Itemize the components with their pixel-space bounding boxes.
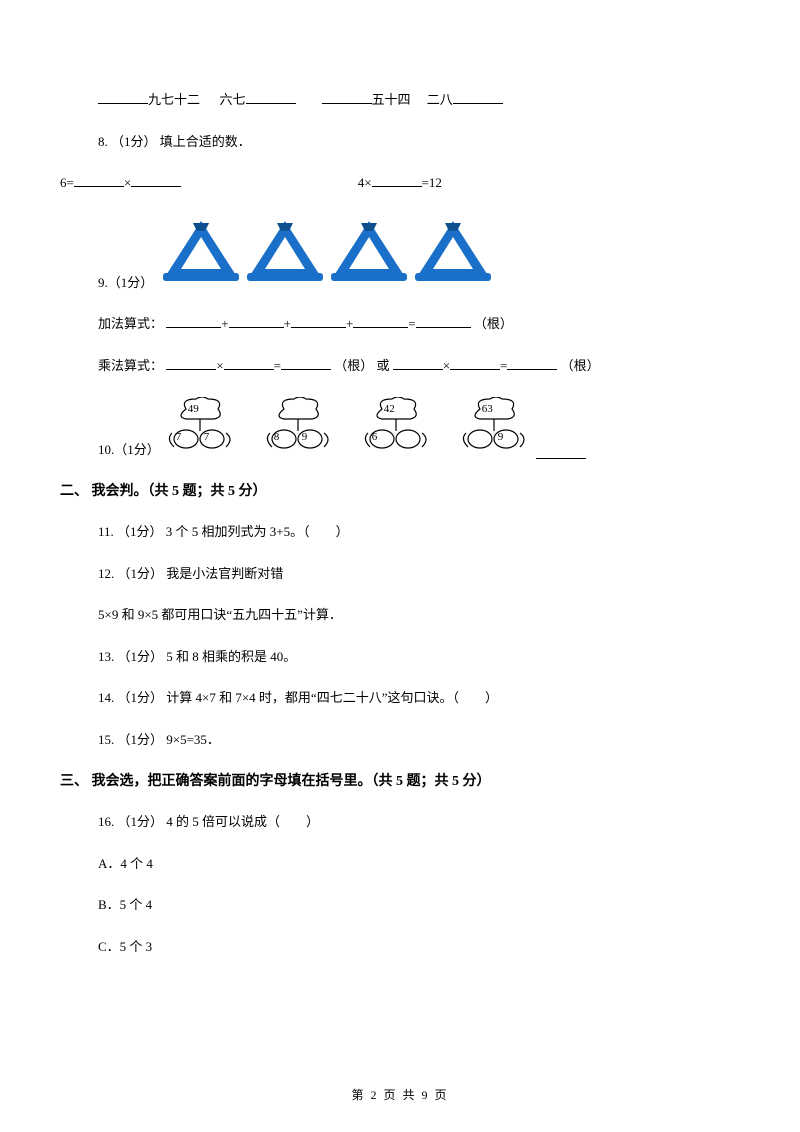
flower-3: 42 6 bbox=[362, 397, 432, 459]
q9-or: 或 bbox=[376, 358, 389, 373]
blank[interactable] bbox=[353, 314, 408, 328]
q7-d: 二八 bbox=[427, 92, 453, 107]
q11-text: 3 个 5 相加列式为 3+5。（ ） bbox=[166, 524, 349, 539]
q12-line2: 5×9 和 9×5 都可用口诀“五九四十五”计算． bbox=[60, 605, 740, 625]
q14: 14. （1分） 计算 4×7 和 7×4 时，都用“四七二十八”这句口诀。（ … bbox=[60, 688, 740, 708]
q9-row: 9. （1分） bbox=[60, 215, 740, 293]
q7-line: 九七十二 六七 五十四 二八 bbox=[60, 90, 740, 110]
q10-num: 10. bbox=[98, 440, 114, 460]
q13-num: 13. bbox=[98, 649, 114, 664]
blank[interactable] bbox=[507, 356, 557, 370]
q16: 16. （1分） 4 的 5 倍可以说成（ ） bbox=[60, 812, 740, 832]
q7-b: 六七 bbox=[220, 92, 246, 107]
q8-pts: （1分） bbox=[111, 134, 157, 149]
q8-eq-row: 6=× 4×=12 bbox=[60, 173, 740, 193]
q12-pts: （1分） bbox=[118, 566, 164, 581]
q9-unit2: （根） bbox=[334, 358, 373, 373]
blank[interactable] bbox=[416, 314, 471, 328]
q9-unit3: （根） bbox=[561, 358, 600, 373]
q9-add-label: 加法算式： bbox=[98, 316, 163, 331]
blank[interactable] bbox=[291, 314, 346, 328]
blank[interactable] bbox=[131, 173, 181, 187]
flower-br: 9 bbox=[498, 429, 504, 446]
flower-bl: 6 bbox=[372, 429, 378, 446]
q12-num: 12. bbox=[98, 566, 114, 581]
q8-text: 填上合适的数． bbox=[160, 134, 251, 149]
blank[interactable] bbox=[74, 173, 124, 187]
q14-num: 14. bbox=[98, 690, 114, 705]
q8-left-prefix: 6= bbox=[60, 175, 74, 190]
q15-text: 9×5=35． bbox=[166, 732, 220, 747]
q15-num: 15. bbox=[98, 732, 114, 747]
q13: 13. （1分） 5 和 8 相乘的积是 40。 bbox=[60, 647, 740, 667]
flower-bl: 8 bbox=[274, 429, 280, 446]
q9-num: 9. bbox=[98, 273, 108, 293]
section-2-title: 二、 我会判。（共 5 题；共 5 分） bbox=[60, 481, 740, 502]
flower-bl: 7 bbox=[176, 429, 182, 446]
flower-1: 49 7 7 bbox=[166, 397, 236, 459]
q15: 15. （1分） 9×5=35． bbox=[60, 730, 740, 750]
q16-c: C．5 个 3 bbox=[60, 937, 740, 957]
triangles-graphic bbox=[159, 215, 499, 293]
q11-pts: （1分） bbox=[117, 524, 163, 539]
q16-text: 4 的 5 倍可以说成（ ） bbox=[166, 814, 319, 829]
blank[interactable] bbox=[281, 356, 331, 370]
flower-top: 49 bbox=[188, 401, 199, 418]
q13-text: 5 和 8 相乘的积是 40。 bbox=[166, 649, 296, 664]
blank[interactable] bbox=[372, 173, 422, 187]
flower-br: 9 bbox=[302, 429, 308, 446]
blank[interactable] bbox=[453, 90, 503, 104]
q10-pts: （1分） bbox=[114, 440, 160, 460]
q9-pts: （1分） bbox=[108, 273, 154, 293]
q11-num: 11. bbox=[98, 524, 114, 539]
blank[interactable] bbox=[98, 90, 148, 104]
q16-a: A．4 个 4 bbox=[60, 854, 740, 874]
q9-mul-label: 乘法算式： bbox=[98, 358, 163, 373]
flower-top: 63 bbox=[482, 401, 493, 418]
q8-right-prefix: 4× bbox=[358, 175, 372, 190]
blank[interactable] bbox=[536, 445, 586, 459]
q7-a: 九七十二 bbox=[148, 92, 200, 107]
blank[interactable] bbox=[450, 356, 500, 370]
q12-text: 我是小法官判断对错 bbox=[166, 566, 283, 581]
flower-4: 63 9 bbox=[460, 397, 530, 459]
blank[interactable] bbox=[393, 356, 443, 370]
q13-pts: （1分） bbox=[118, 649, 164, 664]
blank[interactable] bbox=[224, 356, 274, 370]
q14-text: 计算 4×7 和 7×4 时，都用“四七二十八”这句口诀。（ ） bbox=[166, 690, 498, 705]
flower-br: 7 bbox=[204, 429, 210, 446]
q12: 12. （1分） 我是小法官判断对错 bbox=[60, 564, 740, 584]
q16-pts: （1分） bbox=[118, 814, 164, 829]
q10-row: 10. （1分） 49 7 7 8 9 bbox=[60, 397, 740, 459]
blank[interactable] bbox=[246, 90, 296, 104]
section-3-title: 三、 我会选，把正确答案前面的字母填在括号里。（共 5 题；共 5 分） bbox=[60, 771, 740, 792]
blank[interactable] bbox=[322, 90, 372, 104]
q15-pts: （1分） bbox=[118, 732, 164, 747]
flowers-graphic: 49 7 7 8 9 42 6 bbox=[166, 397, 530, 459]
blank[interactable] bbox=[166, 356, 216, 370]
q16-b: B．5 个 4 bbox=[60, 895, 740, 915]
blank[interactable] bbox=[166, 314, 221, 328]
q9-mul: 乘法算式： ×= （根） 或 ×= （根） bbox=[60, 356, 740, 376]
q8-num: 8. bbox=[98, 134, 108, 149]
flower-2: 8 9 bbox=[264, 397, 334, 459]
q9-add: 加法算式： +++= （根） bbox=[60, 314, 740, 334]
q16-num: 16. bbox=[98, 814, 114, 829]
flower-top: 42 bbox=[384, 401, 395, 418]
q14-pts: （1分） bbox=[118, 690, 164, 705]
q8-head: 8. （1分） 填上合适的数． bbox=[60, 132, 740, 152]
page-footer: 第 2 页 共 9 页 bbox=[0, 1086, 800, 1104]
q9-unit: （根） bbox=[474, 316, 513, 331]
q7-c: 五十四 bbox=[372, 92, 411, 107]
q8-right-suffix: =12 bbox=[422, 175, 442, 190]
q11: 11. （1分） 3 个 5 相加列式为 3+5。（ ） bbox=[60, 522, 740, 542]
blank[interactable] bbox=[229, 314, 284, 328]
